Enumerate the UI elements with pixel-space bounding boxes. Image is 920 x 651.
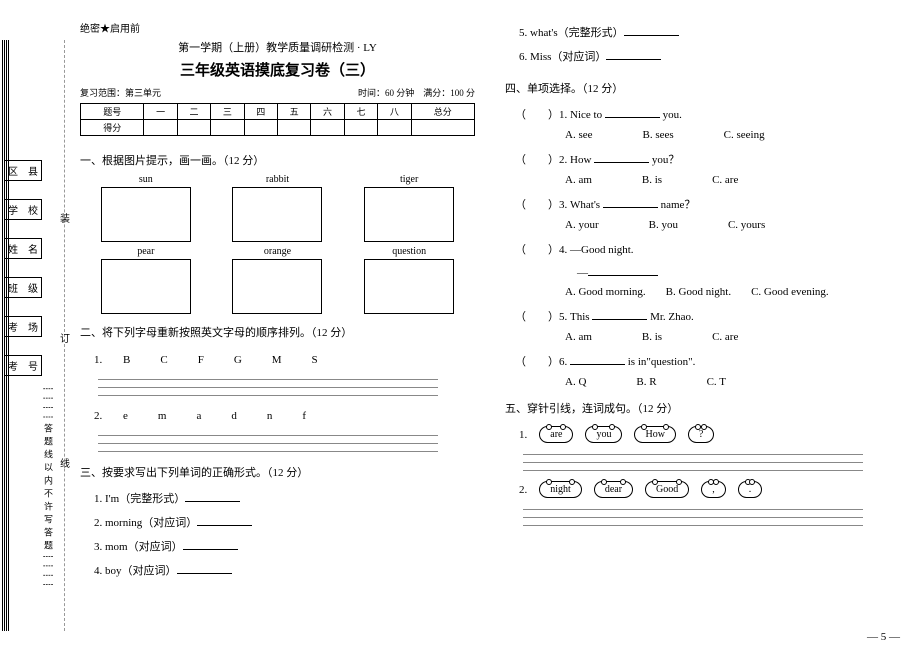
s3-item: 4. boy（对应词） [94, 565, 177, 577]
draw-label: sun [101, 174, 191, 185]
mc-q3: （ ）3. What's name？ [515, 196, 900, 212]
mark-xian: 线 [60, 455, 70, 470]
s2-title: 二、将下列字母重新按照英文字母的顺序排列。（12 分） [80, 324, 475, 340]
page-number: — 5 — [867, 631, 900, 643]
s3-item: 5. what's（完整形式） [519, 27, 624, 39]
s5-q2: 2. night dear Good , . [519, 481, 900, 498]
edge-stripes [2, 40, 10, 631]
s5-title: 五、穿针引线，连词成句。（12 分） [505, 400, 900, 416]
paper-title: 三年级英语摸底复习卷（三） [80, 59, 475, 80]
s3-title: 三、按要求写出下列单词的正确形式。（12 分） [80, 464, 475, 480]
draw-label: question [364, 246, 454, 257]
draw-box [101, 259, 191, 314]
mc-q1: （ ）1. Nice to you. [515, 106, 900, 122]
s3-item: 2. morning（对应词） [94, 517, 197, 529]
mc-q5: （ ）5. This Mr. Zhao. [515, 308, 900, 324]
time-text: 时间：60 分钟 满分：100 分 [358, 86, 475, 99]
mc-q2: （ ）2. How you？ [515, 151, 900, 167]
draw-box [364, 259, 454, 314]
mark-ding: 订 [60, 330, 70, 345]
draw-box [232, 187, 322, 242]
writing-lines [98, 428, 475, 452]
writing-lines [523, 502, 900, 526]
score-table: 题号一二三四五六七八总分 得分 [80, 103, 475, 136]
s3-item: 1. I'm（完整形式） [94, 493, 185, 505]
scope-text: 复习范围：第三单元 [80, 86, 161, 99]
draw-label: rabbit [232, 174, 322, 185]
confidential-label: 绝密★启用前 [80, 20, 475, 35]
s4-title: 四、单项选择。（12 分） [505, 80, 900, 96]
left-column: 绝密★启用前 第一学期（上册）教学质量调研检测 · LY 三年级英语摸底复习卷（… [80, 20, 475, 641]
draw-label: tiger [364, 174, 454, 185]
mc-q4: （ ）4. —Good night. [515, 241, 900, 257]
mc-q6: （ ）6. is in"question". [515, 353, 900, 369]
draw-box [364, 187, 454, 242]
draw-box [232, 259, 322, 314]
draw-box [101, 187, 191, 242]
s1-title: 一、根据图片提示，画一画。（12 分） [80, 152, 475, 168]
writing-lines [98, 372, 475, 396]
binding-gutter: 装 订 线 ┊┊┊┊答题线以内不许写答题┊┊┊┊ 区 县 学 校 姓 名 班 级… [0, 0, 70, 651]
right-column: 5. what's（完整形式） 6. Miss（对应词） 四、单项选择。（12 … [505, 20, 900, 641]
s3-item: 6. Miss（对应词） [519, 51, 606, 63]
header-subtitle: 第一学期（上册）教学质量调研检测 · LY [80, 39, 475, 55]
draw-label: orange [232, 246, 322, 257]
writing-lines [523, 447, 900, 471]
s3-item: 3. mom（对应词） [94, 541, 183, 553]
draw-label: pear [101, 246, 191, 257]
mark-zhuang: 装 [60, 210, 70, 225]
s5-q1: 1. are you How ? [519, 426, 900, 443]
vertical-warning: ┊┊┊┊答题线以内不许写答题┊┊┊┊ [42, 386, 55, 591]
